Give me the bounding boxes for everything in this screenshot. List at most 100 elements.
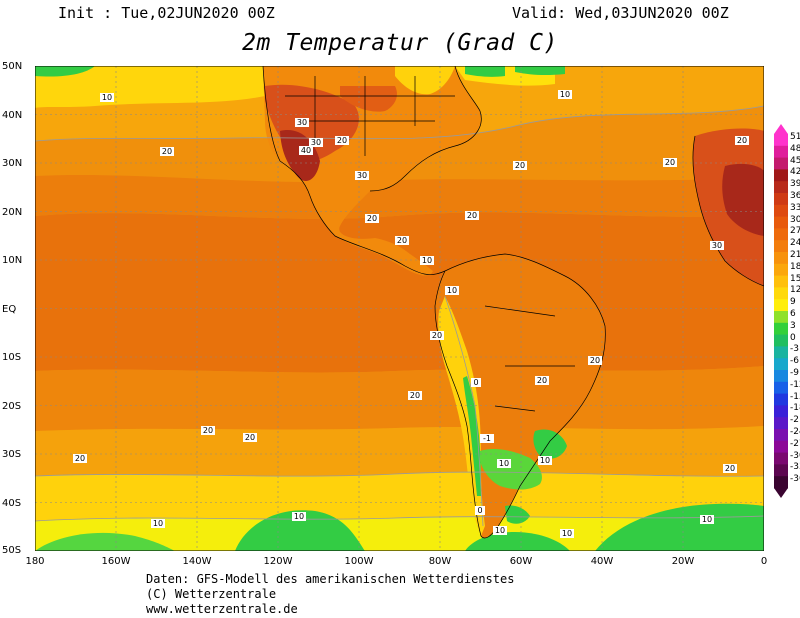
svg-text:20: 20 xyxy=(515,161,525,170)
svg-text:30: 30 xyxy=(357,171,367,180)
init-time: Init : Tue,02JUN2020 00Z xyxy=(58,4,275,22)
scale-swatch xyxy=(774,452,788,465)
south-mild-band xyxy=(35,426,764,477)
scale-label: -33 xyxy=(790,462,800,473)
map-title: 2m Temperatur (Grad C) xyxy=(242,30,558,56)
scale-label: 45 xyxy=(790,155,800,166)
scale-label: 36 xyxy=(790,191,800,201)
lat-label: 40S xyxy=(2,498,22,509)
svg-text:40: 40 xyxy=(301,146,311,155)
scale-label: 24 xyxy=(790,238,800,249)
andes-cold xyxy=(438,296,485,536)
svg-text:20: 20 xyxy=(337,136,347,145)
svg-text:20: 20 xyxy=(590,356,600,365)
svg-text:20: 20 xyxy=(75,454,85,463)
svg-text:30: 30 xyxy=(712,241,722,250)
data-source-credit: Daten: GFS-Modell des amerikanischen Wet… xyxy=(146,572,515,586)
south-cool-band xyxy=(35,472,764,521)
scale-swatch xyxy=(774,240,788,253)
svg-text:0: 0 xyxy=(477,506,482,515)
scale-swatch xyxy=(774,204,788,218)
lon-label: 100W xyxy=(344,556,374,567)
svg-text:20: 20 xyxy=(665,158,675,167)
scale-label: 12 xyxy=(790,285,800,296)
contour-label: 10 20 20 20 10 30 30 40 20 30 20 20 20 1… xyxy=(73,90,749,538)
scale-swatch xyxy=(774,405,788,418)
scale-label: 30 xyxy=(790,214,800,225)
lon-label: 20W xyxy=(671,556,695,567)
lat-label: 30N xyxy=(2,158,23,169)
scale-swatch xyxy=(774,263,788,277)
lat-label: 10N xyxy=(2,255,23,266)
lon-label: 140W xyxy=(182,556,212,567)
scale-label: 51 xyxy=(790,132,800,142)
scale-swatch xyxy=(774,145,788,159)
temperature-map: 10 20 20 20 10 30 30 40 20 30 20 20 20 1… xyxy=(35,66,764,551)
lon-label: 160W xyxy=(101,556,131,567)
svg-text:10: 10 xyxy=(294,512,304,521)
north-edge-green xyxy=(35,66,95,77)
scale-label: -24 xyxy=(790,427,800,437)
lon-label: 120W xyxy=(263,556,293,567)
svg-text:10: 10 xyxy=(102,93,112,102)
scale-swatch xyxy=(774,429,788,442)
svg-text:10: 10 xyxy=(495,526,505,535)
scale-label: 3 xyxy=(790,320,796,331)
north-cold-band xyxy=(35,66,265,108)
scale-label: -36 xyxy=(790,474,800,485)
lon-label: 60W xyxy=(509,556,533,567)
scale-label: -9 xyxy=(790,368,799,378)
svg-text:20: 20 xyxy=(245,433,255,442)
svg-text:20: 20 xyxy=(725,464,735,473)
scale-arrow-top xyxy=(774,124,788,134)
scale-label: 21 xyxy=(790,250,800,260)
scale-swatch xyxy=(774,476,788,489)
scale-swatch xyxy=(774,346,788,359)
scale-label: 9 xyxy=(790,297,796,308)
lon-label: 40W xyxy=(590,556,614,567)
svg-text:10: 10 xyxy=(153,519,163,528)
south-green-patches xyxy=(235,510,365,551)
scale-label: -6 xyxy=(790,356,799,367)
svg-text:20: 20 xyxy=(467,211,477,220)
svg-text:0: 0 xyxy=(473,378,478,387)
scale-swatch xyxy=(774,228,788,241)
lon-label: 180 xyxy=(25,556,45,567)
website-credit: www.wetterzentrale.de xyxy=(146,602,298,616)
svg-text:20: 20 xyxy=(367,214,377,223)
lat-label: 50N xyxy=(2,61,23,72)
svg-text:20: 20 xyxy=(537,376,547,385)
scale-label: 27 xyxy=(790,226,800,237)
scale-swatch xyxy=(774,464,788,477)
svg-text:30: 30 xyxy=(311,138,321,147)
scale-arrow-bottom xyxy=(774,488,788,498)
scale-swatch xyxy=(774,381,788,395)
svg-text:20: 20 xyxy=(432,331,442,340)
svg-text:20: 20 xyxy=(203,426,213,435)
svg-text:10: 10 xyxy=(540,456,550,465)
scale-swatch xyxy=(774,252,788,265)
svg-text:20: 20 xyxy=(162,147,172,156)
scale-label: -15 xyxy=(790,391,800,402)
svg-text:10: 10 xyxy=(447,286,457,295)
scale-label: 0 xyxy=(790,332,796,343)
scale-label: -12 xyxy=(790,379,800,390)
scale-swatch xyxy=(774,370,788,383)
scale-label: 42 xyxy=(790,167,800,178)
svg-text:30: 30 xyxy=(297,118,307,127)
scale-label: 48 xyxy=(790,143,800,154)
scale-swatch xyxy=(774,299,788,312)
lat-label: EQ xyxy=(2,304,17,315)
lat-label: 40N xyxy=(2,110,23,121)
scale-swatch xyxy=(774,417,788,430)
svg-text:10: 10 xyxy=(499,459,509,468)
svg-text:20: 20 xyxy=(737,136,747,145)
south-cold-band xyxy=(35,516,764,551)
lon-label: 0 xyxy=(760,556,768,567)
scale-label: 15 xyxy=(790,273,800,284)
scale-swatch xyxy=(774,334,788,347)
lat-label: 20S xyxy=(2,401,22,412)
scale-swatch xyxy=(774,157,788,170)
svg-text:10: 10 xyxy=(562,529,572,538)
svg-text:20: 20 xyxy=(397,236,407,245)
